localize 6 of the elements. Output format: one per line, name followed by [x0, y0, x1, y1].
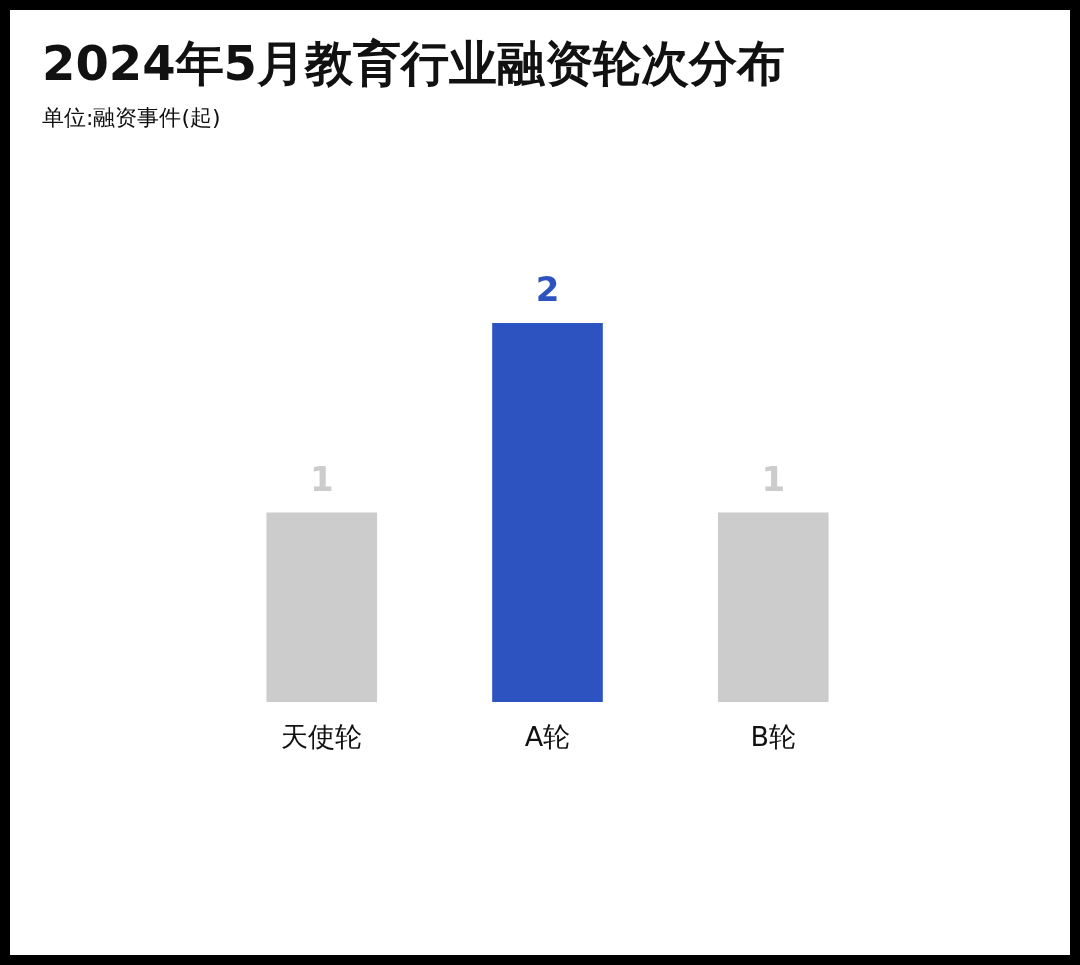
- x-tick-label: 天使轮: [281, 720, 363, 752]
- x-tick-label: B轮: [750, 720, 797, 752]
- chart-title: 2024年5月教育行业融资轮次分布: [42, 35, 785, 91]
- chart-subtitle: 单位:融资事件(起): [42, 105, 221, 130]
- data-label: 2: [535, 269, 560, 309]
- x-tick-label: A轮: [524, 720, 571, 752]
